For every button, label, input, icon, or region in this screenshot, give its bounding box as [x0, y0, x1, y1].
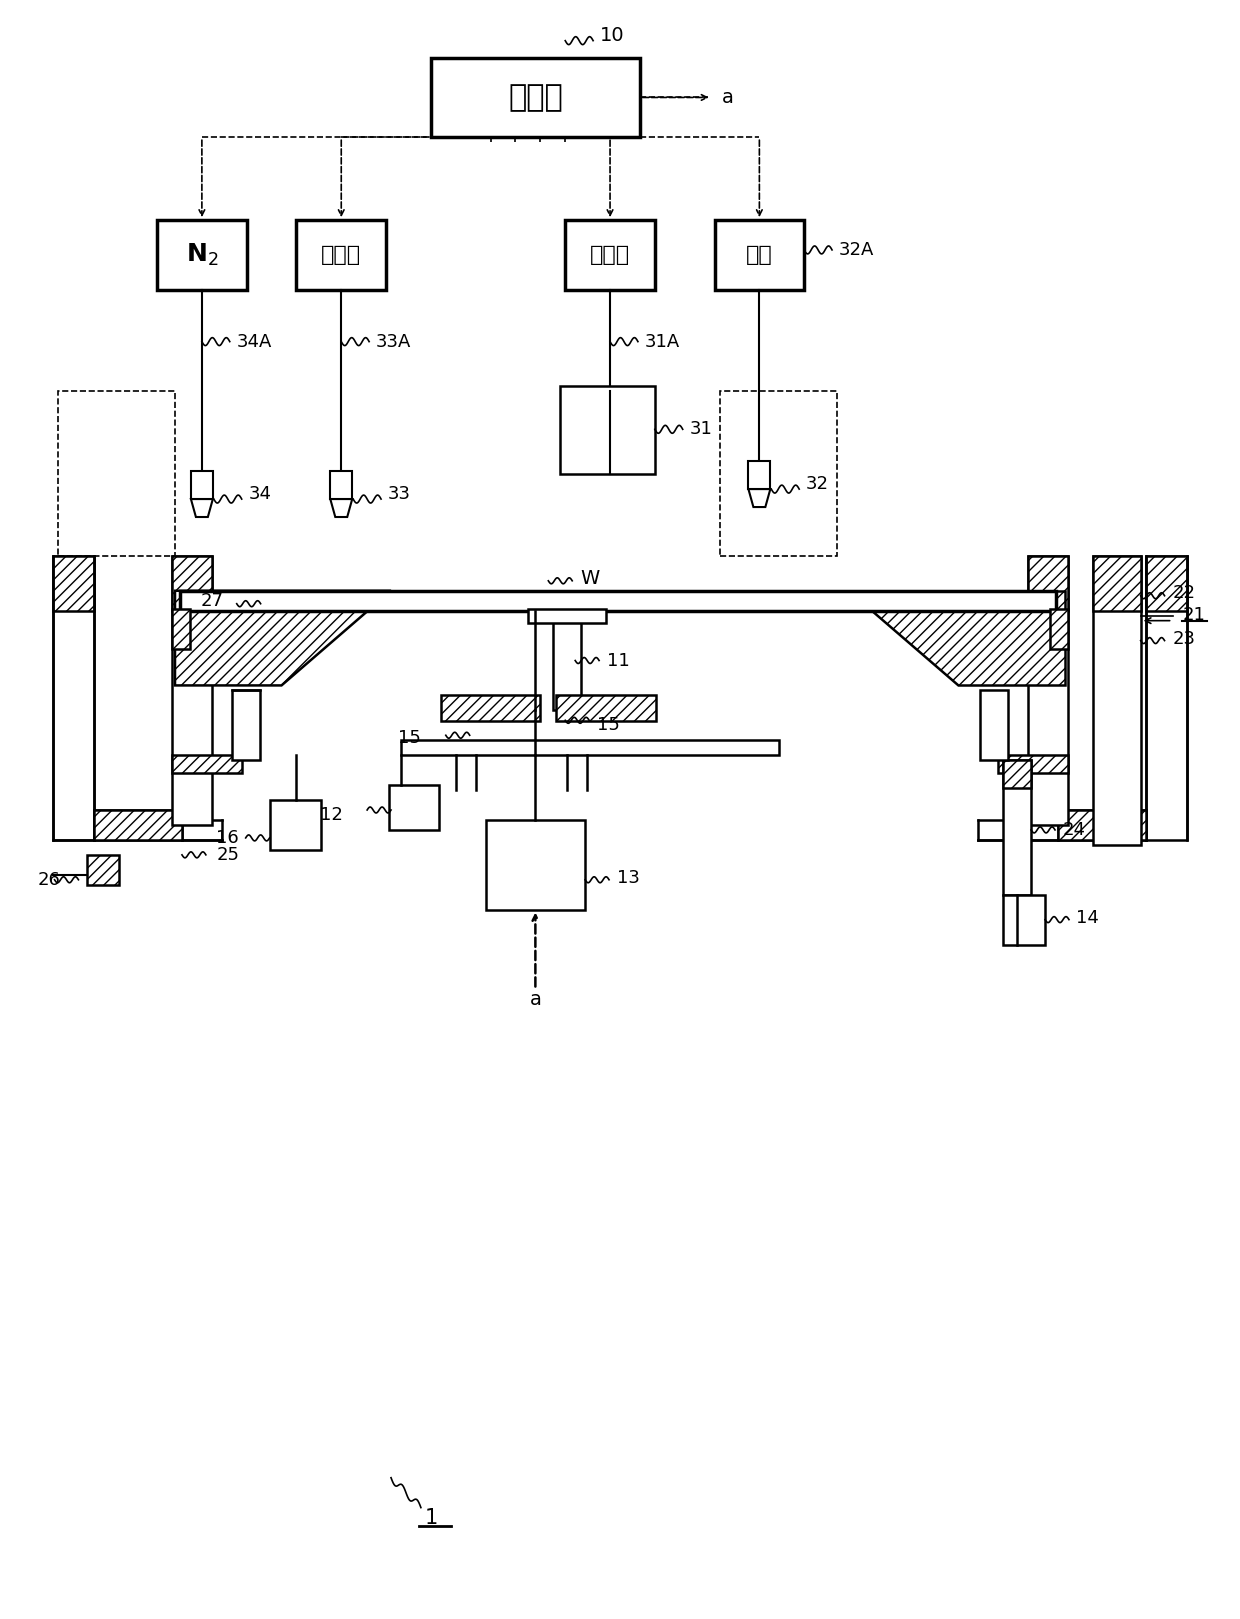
Bar: [172, 555, 212, 610]
Text: 31A: 31A: [645, 332, 680, 351]
Bar: [1003, 895, 1045, 944]
Bar: [981, 690, 1008, 761]
Bar: [553, 610, 582, 711]
Bar: [749, 461, 770, 489]
Text: 1: 1: [424, 1507, 438, 1528]
Bar: [565, 220, 655, 290]
Bar: [157, 220, 247, 290]
Bar: [87, 855, 119, 884]
Polygon shape: [749, 489, 770, 507]
Text: 33: 33: [388, 486, 410, 504]
Text: a: a: [529, 989, 542, 1009]
Bar: [1092, 555, 1141, 845]
Bar: [389, 785, 439, 831]
Text: a: a: [722, 87, 733, 107]
Text: W: W: [580, 570, 599, 588]
Bar: [719, 392, 837, 555]
Text: 32A: 32A: [839, 241, 874, 259]
Bar: [296, 220, 386, 290]
Text: 12: 12: [320, 806, 343, 824]
Text: 控制部: 控制部: [508, 83, 563, 112]
Text: 31: 31: [689, 421, 713, 439]
Text: 32: 32: [806, 474, 830, 494]
Bar: [180, 591, 1056, 610]
Polygon shape: [191, 499, 213, 516]
Bar: [330, 471, 352, 499]
Bar: [269, 800, 321, 850]
Text: 10: 10: [600, 26, 625, 45]
Text: 21: 21: [1183, 606, 1205, 623]
Bar: [1146, 555, 1188, 610]
Bar: [52, 555, 94, 610]
Text: 15: 15: [598, 716, 620, 735]
Text: 34: 34: [249, 486, 272, 504]
Bar: [557, 696, 656, 722]
Text: 22: 22: [1173, 584, 1195, 602]
Bar: [172, 754, 242, 774]
Bar: [191, 471, 213, 499]
Bar: [1058, 810, 1146, 840]
Polygon shape: [330, 499, 352, 516]
Polygon shape: [175, 591, 391, 685]
Bar: [560, 387, 655, 474]
Bar: [94, 810, 182, 840]
Bar: [1092, 555, 1141, 610]
Text: 25: 25: [217, 845, 239, 865]
Bar: [528, 609, 606, 623]
Bar: [52, 555, 94, 840]
Bar: [1003, 761, 1032, 788]
Text: 16: 16: [216, 829, 239, 847]
Bar: [1028, 555, 1068, 826]
Text: 26: 26: [37, 871, 61, 889]
Text: 13: 13: [618, 869, 640, 887]
Bar: [401, 740, 779, 754]
Text: 34A: 34A: [237, 332, 272, 351]
Bar: [232, 690, 259, 761]
Bar: [1146, 555, 1188, 840]
Text: 11: 11: [608, 651, 630, 670]
Text: 置换液: 置换液: [321, 244, 361, 266]
Bar: [714, 220, 805, 290]
Bar: [1050, 609, 1068, 649]
Text: 23: 23: [1173, 630, 1195, 648]
Text: N$_2$: N$_2$: [186, 241, 218, 269]
Bar: [1028, 555, 1068, 610]
Text: 33A: 33A: [376, 332, 412, 351]
Text: 纯水: 纯水: [746, 244, 773, 266]
Text: 24: 24: [1063, 821, 1086, 839]
Text: 27: 27: [201, 591, 223, 610]
Polygon shape: [849, 591, 1065, 685]
Text: 15: 15: [398, 729, 420, 748]
Bar: [486, 819, 585, 910]
Bar: [430, 58, 640, 138]
Text: 显影液: 显影液: [590, 244, 630, 266]
Bar: [172, 609, 190, 649]
Bar: [1003, 761, 1032, 895]
Bar: [172, 555, 212, 826]
Bar: [998, 754, 1068, 774]
Text: 14: 14: [1076, 908, 1099, 926]
Bar: [440, 696, 541, 722]
Bar: [57, 392, 175, 555]
